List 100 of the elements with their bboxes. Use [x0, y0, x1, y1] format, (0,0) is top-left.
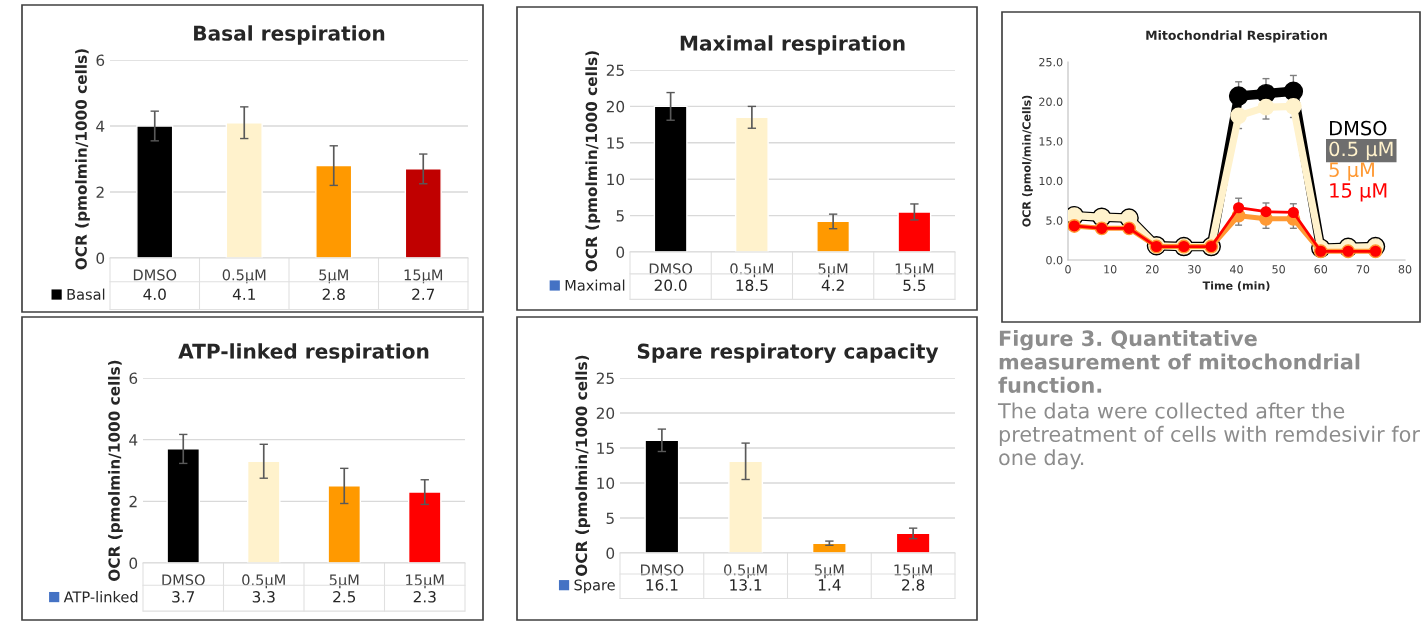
y-tick-label: 10.0 — [1039, 176, 1063, 186]
x-tick-label: 0.5µM — [222, 269, 266, 284]
x-tick-label: 5µM — [818, 263, 848, 278]
y-tick-label: 4 — [129, 434, 138, 446]
y-tick-label: 15.0 — [1039, 137, 1063, 146]
bar — [225, 122, 263, 258]
x-tick-label: DMSO — [649, 263, 693, 275]
bar — [734, 116, 769, 252]
y-tick-label: 0.0 — [1046, 255, 1063, 265]
data-label: 2.3 — [413, 591, 436, 603]
point — [1228, 86, 1249, 106]
data-label: 4.2 — [821, 279, 844, 291]
y-tick-label: 15 — [597, 442, 614, 455]
text: Maximal — [565, 279, 625, 291]
x-tick-label: 5µM — [329, 574, 359, 589]
bar — [816, 220, 851, 252]
y-tick-label: 0 — [96, 252, 105, 265]
x-tick-label: 0.5µM — [730, 263, 773, 278]
y-tick-label: 10 — [597, 477, 615, 490]
text: ATP-linked — [63, 591, 138, 603]
text: Spare — [574, 579, 615, 594]
y-tick-label: 2 — [96, 186, 104, 198]
data-label: 4.1 — [232, 288, 255, 300]
data-label: 4.0 — [143, 288, 166, 301]
x-tick-label: 15µM — [406, 574, 444, 589]
bar — [246, 460, 281, 563]
x-tick-label: 15µM — [895, 263, 934, 278]
x-tick-label: 30 — [1188, 265, 1201, 274]
point — [1230, 107, 1247, 125]
bar — [897, 211, 932, 252]
x-tick-label: 5µM — [814, 564, 844, 579]
x-tick-label: DMSO — [133, 269, 177, 281]
y-axis-title: OCR (pmolmin/1000 cells) — [75, 49, 90, 270]
point — [1285, 98, 1302, 115]
bar — [136, 125, 174, 258]
data-label: 2.5 — [333, 591, 356, 603]
bar — [404, 168, 442, 258]
y-tick-label: 5 — [606, 512, 614, 525]
chart-title: ATP-linked respiration — [178, 343, 429, 363]
y-tick-label: 25 — [606, 64, 624, 77]
data-label: 18.5 — [736, 279, 768, 292]
point — [1233, 202, 1245, 214]
chart-title: Mitochondrial Respiration — [1146, 30, 1327, 43]
y-axis-title: OCR (pmolmin/1000 cells) — [108, 360, 123, 581]
chart-title: Maximal respiration — [680, 35, 905, 55]
y-tick-label: 10 — [607, 173, 625, 186]
bar — [653, 105, 688, 252]
y-tick-label: 6 — [96, 54, 105, 67]
text: Figure 3. Quantitative measurement of mitochondrial function. — [998, 330, 1360, 393]
y-tick-label: 20 — [596, 407, 615, 420]
y-axis-title: OCR (pmolmin/1000 cells) — [585, 51, 601, 272]
data-label: 2.7 — [412, 288, 435, 300]
x-tick-label: 0.5µM — [242, 574, 285, 589]
y-axis-title: OCR (pmolmin/1000 cells) — [575, 355, 591, 576]
y-tick-label: 4 — [96, 120, 105, 132]
point — [1287, 206, 1299, 219]
data-label: 2.8 — [902, 579, 925, 591]
bar — [728, 460, 764, 553]
x-tick-label: DMSO — [162, 574, 205, 586]
point — [1283, 81, 1304, 102]
x-tick-label: 15µM — [894, 564, 932, 579]
y-tick-label: 5.0 — [1046, 216, 1063, 225]
y-axis-title: OCR (pmol/min/Cells) — [1022, 95, 1033, 227]
data-label: 2.8 — [322, 288, 345, 301]
point — [1257, 98, 1275, 116]
bar — [166, 448, 201, 563]
y-tick-label: 20.0 — [1039, 97, 1063, 106]
x-tick-label: 15µM — [404, 269, 443, 284]
text: The data were collected after the pretreatment of cells with remdesivir for one day. — [997, 402, 1420, 470]
data-label: 5.5 — [903, 279, 926, 292]
chart-title: Basal respiration — [194, 25, 385, 45]
series-label: 15 µM — [1330, 183, 1387, 202]
data-label: 3.3 — [252, 591, 275, 603]
y-tick-label: 2 — [129, 495, 137, 508]
y-tick-label: 20 — [606, 100, 625, 113]
y-tick-label: 25.0 — [1039, 57, 1063, 67]
data-label: 3.7 — [172, 591, 195, 603]
y-tick-label: 6 — [129, 372, 138, 385]
y-tick-label: 5 — [616, 210, 624, 222]
x-tick-label: 0 — [1065, 265, 1071, 274]
point — [1260, 206, 1272, 218]
data-label: 1.4 — [818, 579, 841, 591]
legend-label: Basal — [67, 288, 105, 300]
x-tick-label: 40 — [1229, 265, 1243, 274]
x-axis-title: Time (min) — [1202, 281, 1270, 292]
text: 5 µM — [1329, 162, 1374, 181]
x-tick-label: 70 — [1356, 265, 1370, 274]
x-tick-label: 50 — [1272, 265, 1285, 274]
bar — [644, 439, 680, 553]
x-tick-label: 20 — [1145, 265, 1159, 274]
data-label: 13.1 — [730, 579, 762, 591]
x-tick-label: 10 — [1104, 265, 1117, 274]
chart-title: Spare respiratory capacity — [637, 343, 939, 363]
bar — [407, 491, 442, 563]
x-tick-label: 0.5µM — [724, 564, 767, 579]
bar — [327, 485, 362, 563]
series-label: DMSO — [1330, 120, 1387, 136]
y-tick-label: 25 — [596, 372, 614, 385]
data-label: 16.1 — [646, 579, 678, 591]
x-tick-label: 60 — [1314, 265, 1328, 274]
